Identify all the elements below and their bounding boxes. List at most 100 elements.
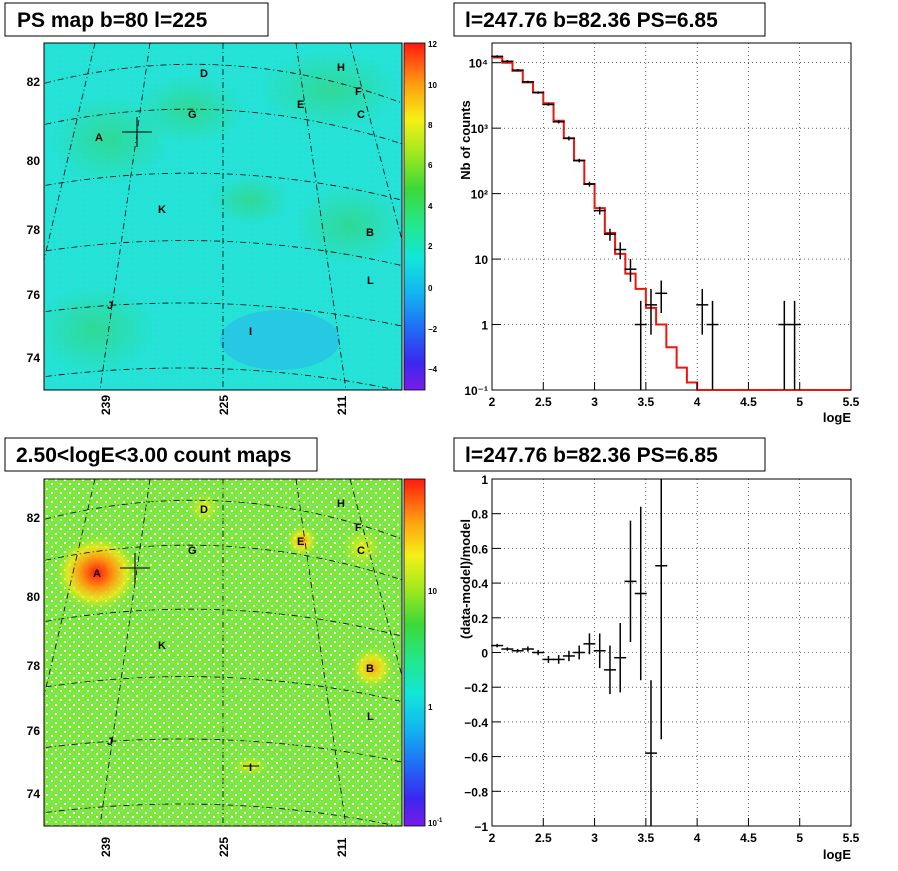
ps-cbar-tick-0: 0: [428, 284, 433, 293]
cm-cbar-tick-1: 1: [428, 703, 433, 712]
src-label-f: F: [355, 86, 362, 98]
residual-ytick-label: −0.2: [464, 681, 488, 695]
cm-ytick-74: 74: [27, 787, 41, 801]
cm-src-label-i: I: [249, 762, 252, 774]
spectrum-ytick-label: 1: [481, 319, 488, 333]
spectrum-title-box: l=247.76 b=82.36 PS=6.85: [453, 2, 766, 37]
residual-ytick-label: −0.8: [464, 785, 488, 799]
spectrum-title: l=247.76 b=82.36 PS=6.85: [465, 9, 718, 32]
src-label-k: K: [158, 204, 166, 216]
spectrum-plot: [491, 55, 851, 391]
src-label-h: H: [337, 62, 345, 74]
cm-src-label-a: A: [93, 568, 101, 580]
spectrum-ytick-label: 10²: [471, 188, 488, 202]
src-label-l: L: [367, 275, 374, 287]
cm-src-label-j: J: [107, 736, 113, 748]
spectrum-xtick-label: 4: [694, 395, 701, 409]
cm-xtick-239: 239: [99, 837, 113, 857]
residual-ytick-label: −0.4: [464, 716, 488, 730]
cm-src-label-g: G: [188, 545, 197, 557]
residual-xtick-label: 3: [591, 831, 598, 845]
count-map-frame: [43, 478, 403, 827]
src-label-b: B: [366, 227, 374, 239]
cm-xtick-225: 225: [217, 837, 231, 857]
residual-xtick-label: 5: [796, 831, 803, 845]
spectrum-xtick-label: 4.5: [740, 395, 757, 409]
src-label-i: I: [249, 326, 252, 338]
residual-y-ticks: 1 0.8 0.6 0.4 0.2 0 −0.2 −0.4 −0.6 −0.8 −1: [464, 473, 501, 834]
spectrum-xtick-label: 3: [591, 395, 598, 409]
residual-y-label: (data-model)/model: [458, 519, 473, 639]
ps-map-colorbar: 12 10 8 6 4 2 0 −2 −4: [403, 40, 438, 391]
cm-src-label-b: B: [366, 663, 374, 675]
src-label-d: D: [200, 68, 208, 80]
residual-x-label: logE: [823, 847, 851, 862]
residual-plot: [491, 479, 668, 826]
spectrum-x-label: logE: [823, 410, 851, 425]
spectrum-y-label: Nb of counts: [458, 100, 473, 179]
src-label-g: G: [188, 109, 197, 121]
cm-src-label-f: F: [355, 522, 362, 534]
residual-ytick-label: −0.6: [464, 751, 488, 765]
residual-title: l=247.76 b=82.36 PS=6.85: [465, 444, 718, 467]
spectrum-xtick-label: 5: [796, 395, 803, 409]
residual-panel: 2 2.5 3 3.5 4 4.5 5 5.5 1 0.8 0.6 0.4 0.2 0 −0.2 −0.4 −…: [453, 437, 860, 862]
residual-xtick-label: 4: [694, 831, 701, 845]
cm-ytick-78: 78: [27, 659, 41, 673]
ps-map-panel: A B C D E F G H I J K L 82 80 78 76 74 2…: [4, 2, 438, 415]
ps-cbar-tick-10: 10: [428, 81, 437, 90]
count-map-grid: [44, 479, 402, 826]
spectrum-xtick-label: 3.5: [638, 395, 655, 409]
ps-map-grid: [44, 43, 402, 390]
cm-src-label-e: E: [297, 536, 304, 548]
residual-xtick-label: 4.5: [740, 831, 757, 845]
cm-cbar-tick-exp: -1: [437, 818, 443, 824]
cm-xtick-211: 211: [335, 837, 349, 857]
ps-map-ytick-82: 82: [27, 75, 41, 89]
ps-cbar-tick-2: 2: [428, 242, 433, 251]
spectrum-ytick-label: 10: [475, 253, 489, 267]
residual-ytick-label: 0.6: [471, 542, 488, 556]
ps-map-frame: [43, 42, 403, 391]
residual-ytick-label: 0.4: [471, 577, 488, 591]
ps-map-source-labels: A B C D E F G H I J K L: [95, 62, 374, 338]
ps-map-ytick-76: 76: [27, 288, 41, 302]
ps-map-title: PS map b=80 l=225: [17, 9, 208, 32]
spectrum-xtick-label: 2.5: [535, 395, 552, 409]
count-map-title: 2.50<logE<3.00 count maps: [16, 444, 291, 467]
ps-cbar-tick-8: 8: [428, 121, 433, 130]
spectrum-panel: 2 2.5 3 3.5 4 4.5 5 5.5 10⁻¹ 1 10 10² 10³ 10⁴ logE N…: [453, 2, 860, 425]
spectrum-model-line: [492, 56, 851, 391]
spectrum-frame: [491, 42, 852, 391]
cm-src-label-h: H: [337, 498, 345, 510]
residual-xtick-label: 2: [489, 831, 496, 845]
count-map-colorbar: 10 1 10 -1: [403, 478, 443, 828]
spectrum-ytick-label: 10⁻¹: [464, 384, 488, 398]
ps-map-y-ticks: 82 80 78 76 74: [27, 75, 41, 365]
count-map-marker: [120, 553, 259, 767]
residual-ytick-label: 0: [481, 647, 488, 661]
residual-ytick-label: 0.8: [471, 508, 488, 522]
cm-src-label-c: C: [357, 545, 365, 557]
ps-map-xtick-211: 211: [335, 395, 349, 415]
count-map-title-box: 2.50<logE<3.00 count maps: [4, 437, 318, 472]
spectrum-y-ticks: 10⁻¹ 1 10 10² 10³ 10⁴: [464, 57, 501, 398]
ps-cbar-tick-m4: −4: [428, 365, 438, 374]
ps-cbar-tick-m2: −2: [428, 325, 438, 334]
cm-cbar-tick-01: 10: [428, 819, 437, 828]
residual-xtick-label: 5.5: [843, 831, 860, 845]
count-map-y-ticks: 82 80 78 76 74: [27, 511, 41, 801]
cm-ytick-76: 76: [27, 724, 41, 738]
ps-map-heatmap: [44, 43, 402, 390]
spectrum-ytick-label: 10³: [471, 122, 488, 136]
ps-cbar-tick-12: 12: [428, 40, 437, 49]
src-label-a: A: [95, 132, 103, 144]
ps-map-x-ticks: 239 225 211: [99, 395, 349, 415]
count-map-heatmap: [44, 479, 402, 826]
cm-src-label-l: L: [367, 711, 374, 723]
residual-xtick-label: 2.5: [535, 831, 552, 845]
ps-map-ytick-78: 78: [27, 223, 41, 237]
count-map-source-labels: A B C D E F G H I J K L: [93, 498, 374, 774]
residual-title-box: l=247.76 b=82.36 PS=6.85: [453, 437, 766, 472]
